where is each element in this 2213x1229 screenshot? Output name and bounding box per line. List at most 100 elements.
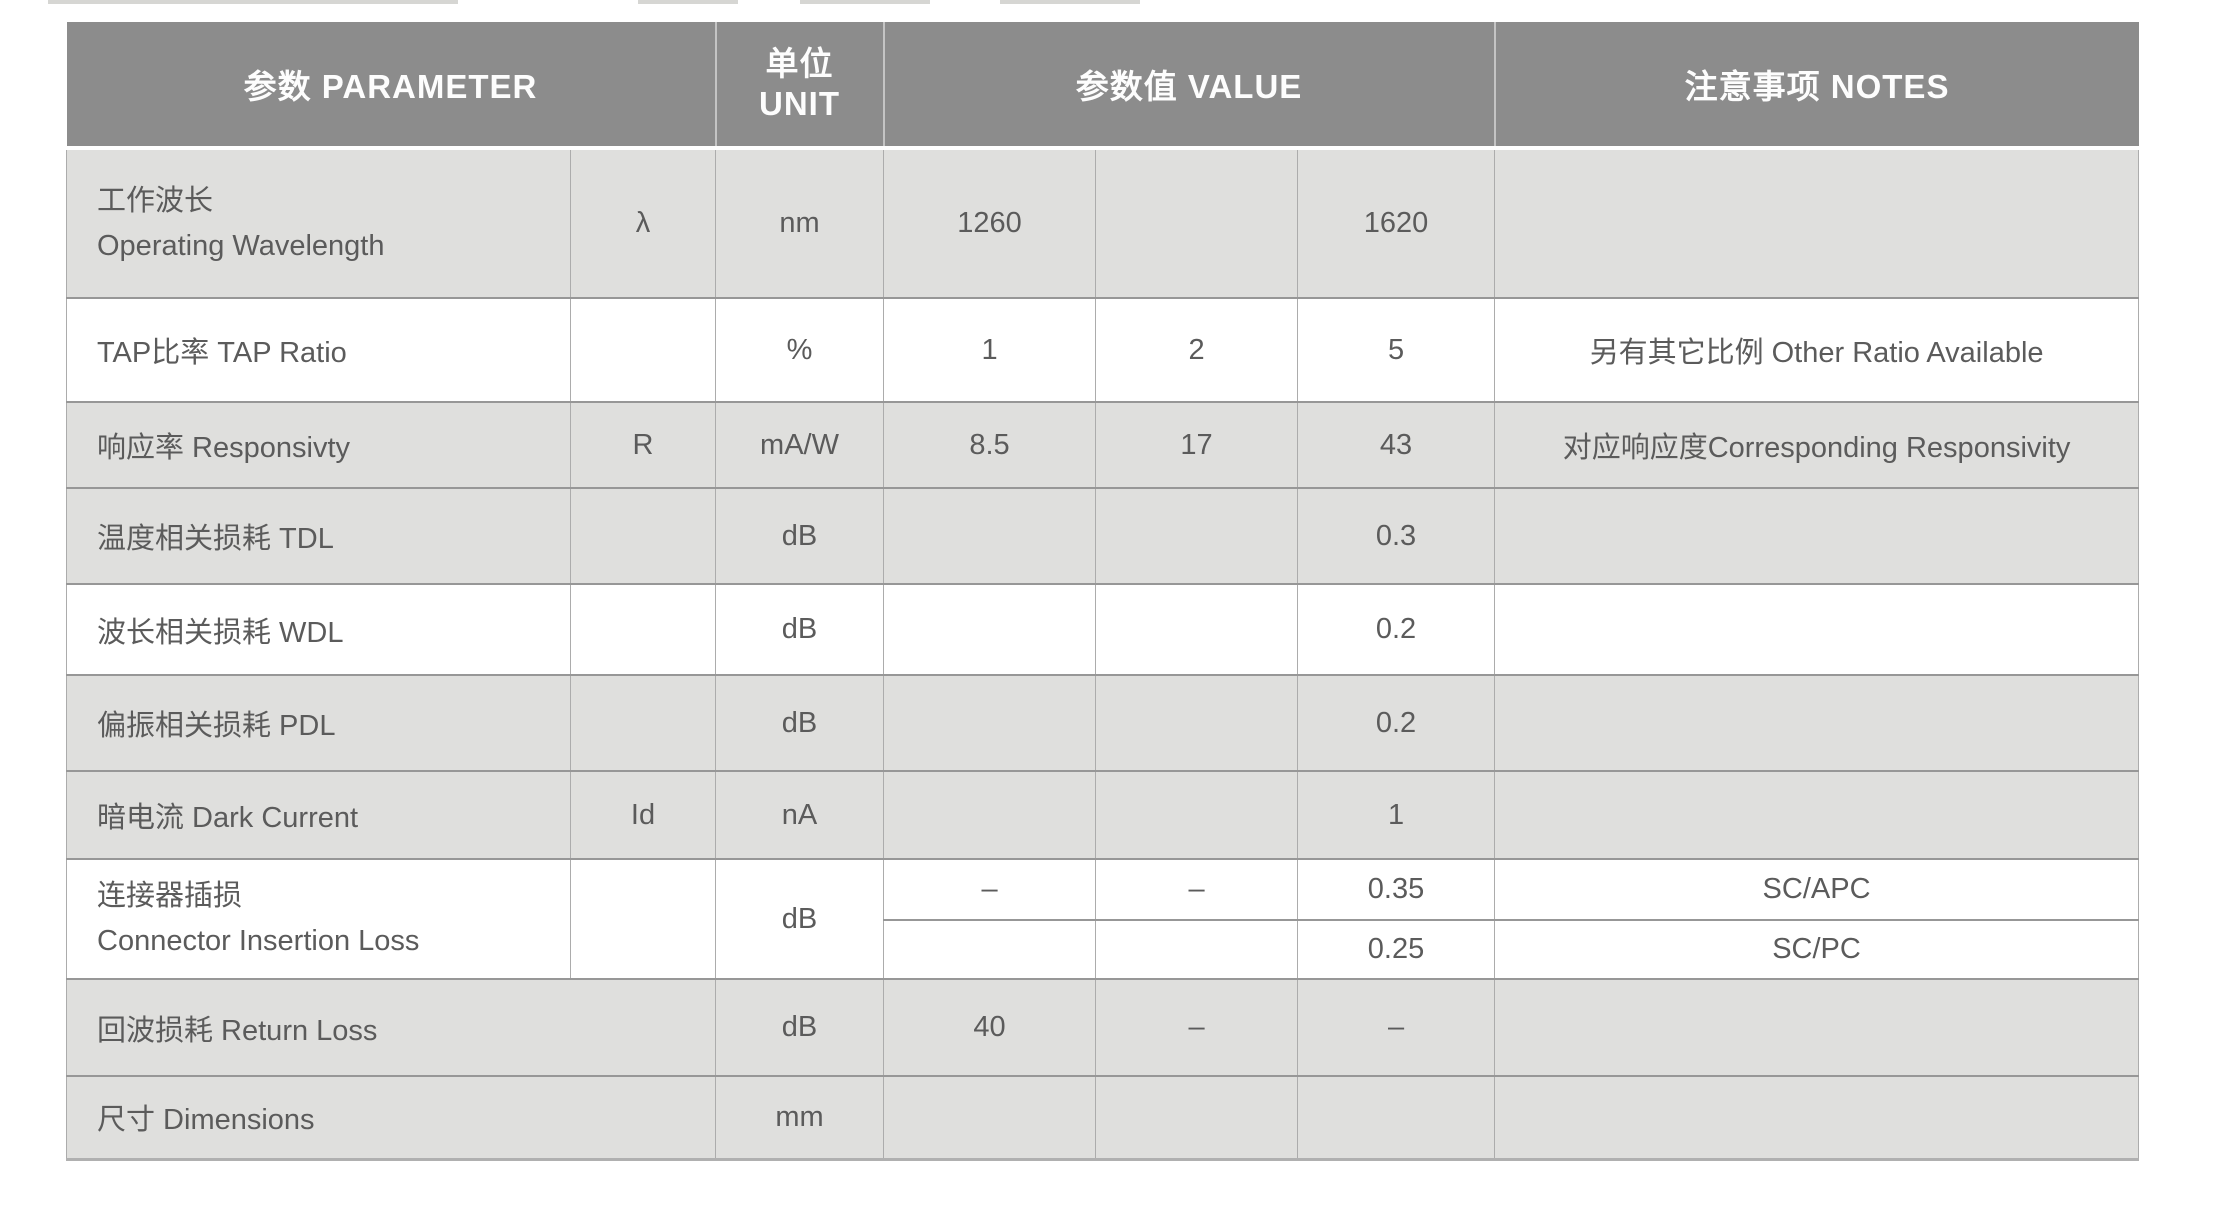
- param-operating-wavelength: 工作波长 Operating Wavelength: [66, 147, 571, 299]
- header-notes: 注意事项 NOTES: [1493, 22, 2139, 150]
- notes-cell: SC/PC: [1494, 919, 2140, 980]
- value-cell-3: 5: [1297, 297, 1496, 403]
- value-cell-2: [1095, 770, 1299, 860]
- row-tdl: 温度相关损耗 TDL dB 0.3: [66, 487, 2140, 585]
- notes-cell: 另有其它比例 Other Ratio Available: [1494, 297, 2140, 403]
- value-cell-3: [1297, 1075, 1496, 1161]
- cropped-content-artifact: [800, 0, 930, 4]
- param-wdl: 波长相关损耗 WDL: [66, 583, 571, 676]
- value-cell-3: 1: [1297, 770, 1496, 860]
- value-cell-3: 0.2: [1297, 674, 1496, 772]
- value-cell-3: 43: [1297, 401, 1496, 489]
- param-dark-current: 暗电流 Dark Current: [66, 770, 571, 860]
- cropped-content-artifact: [48, 0, 458, 4]
- notes-cell: [1494, 147, 2140, 299]
- row-dimensions: 尺寸 Dimensions mm: [65, 1075, 2140, 1161]
- symbol-cell: [569, 583, 717, 676]
- param-connector-insertion-loss: 连接器插损 Connector Insertion Loss: [66, 858, 571, 980]
- unit-cell: %: [715, 297, 885, 403]
- unit-cell: nA: [715, 770, 885, 860]
- header-parameter: 参数 PARAMETER: [66, 22, 716, 150]
- value-cell-2: [1095, 919, 1299, 980]
- value-cell-2: [1095, 674, 1299, 772]
- symbol-cell: [569, 487, 717, 585]
- param-label-zh: 连接器插损: [97, 880, 243, 913]
- row-dark-current: 暗电流 Dark Current Id nA 1: [66, 770, 2140, 860]
- value-cell-3: 0.35: [1297, 858, 1496, 921]
- cropped-content-artifact: [638, 0, 738, 4]
- value-cell-3: 0.25: [1297, 919, 1496, 980]
- symbol-cell: [569, 858, 717, 980]
- value-cell-3: 0.2: [1297, 583, 1496, 676]
- param-tdl: 温度相关损耗 TDL: [66, 487, 571, 585]
- row-responsivity: 响应率 Responsivty R mA/W 8.5 17 43 对应响应度Co…: [66, 401, 2140, 489]
- param-label-zh: 工作波长: [97, 184, 214, 217]
- value-cell-1: [883, 770, 1097, 860]
- value-cell-3: 0.3: [1297, 487, 1496, 585]
- unit-cell: dB: [715, 583, 885, 676]
- notes-cell: [1494, 583, 2140, 676]
- unit-cell: nm: [715, 147, 885, 299]
- spec-table: 参数 PARAMETER 单位 UNIT 参数值 VALUE 注意事项 NOTE…: [65, 22, 2140, 1161]
- symbol-cell: Id: [569, 770, 717, 860]
- header-unit-en: UNIT: [759, 85, 841, 122]
- notes-cell: [1494, 770, 2140, 860]
- value-cell-2: [1095, 1075, 1299, 1161]
- value-cell-2: –: [1095, 978, 1299, 1077]
- row-return-loss: 回波损耗 Return Loss dB 40 – –: [65, 978, 2140, 1077]
- value-cell-3: 1620: [1297, 147, 1496, 299]
- value-cell-2: 17: [1095, 401, 1299, 489]
- value-cell-1: [883, 487, 1097, 585]
- value-cell-1: –: [883, 858, 1097, 921]
- notes-cell: [1494, 1075, 2140, 1161]
- value-cell-1: 1: [883, 297, 1097, 403]
- symbol-cell: R: [569, 401, 717, 489]
- unit-cell: dB: [715, 858, 885, 980]
- row-connector-insertion-loss-sub: 0.25 SC/PC: [67, 919, 2140, 980]
- value-cell-1: 1260: [883, 147, 1097, 299]
- unit-cell: mA/W: [715, 401, 885, 489]
- notes-cell: SC/APC: [1494, 858, 2140, 921]
- param-return-loss: 回波损耗 Return Loss: [65, 978, 717, 1077]
- symbol-cell: λ: [569, 147, 717, 299]
- symbol-cell: [569, 297, 717, 403]
- value-cell-3: –: [1297, 978, 1496, 1077]
- row-pdl: 偏振相关损耗 PDL dB 0.2: [66, 674, 2140, 772]
- row-wdl: 波长相关损耗 WDL dB 0.2: [66, 583, 2140, 676]
- param-pdl: 偏振相关损耗 PDL: [66, 674, 571, 772]
- value-cell-1: [883, 583, 1097, 676]
- value-cell-2: [1095, 487, 1299, 585]
- notes-cell: [1494, 674, 2140, 772]
- row-connector-insertion-loss: 连接器插损 Connector Insertion Loss dB – – 0.…: [66, 858, 2140, 980]
- table-header-row: 参数 PARAMETER 单位 UNIT 参数值 VALUE 注意事项 NOTE…: [66, 22, 2139, 150]
- symbol-cell: [569, 674, 717, 772]
- value-cell-2: 2: [1095, 297, 1299, 403]
- param-label-en: Operating Wavelength: [97, 229, 385, 262]
- value-cell-1: [883, 674, 1097, 772]
- header-unit: 单位 UNIT: [714, 22, 884, 150]
- value-cell-2: [1095, 147, 1299, 299]
- value-cell-1: [883, 1075, 1097, 1161]
- unit-cell: dB: [715, 978, 885, 1077]
- value-cell-1: 40: [883, 978, 1097, 1077]
- header-value: 参数值 VALUE: [882, 22, 1495, 150]
- param-dimensions: 尺寸 Dimensions: [65, 1075, 717, 1161]
- notes-cell: 对应响应度Corresponding Responsivity: [1494, 401, 2140, 489]
- value-cell-2: –: [1095, 858, 1299, 921]
- param-responsivity: 响应率 Responsivty: [66, 401, 571, 489]
- header-unit-zh: 单位: [765, 44, 834, 82]
- value-cell-1: 8.5: [883, 401, 1097, 489]
- unit-cell: dB: [715, 674, 885, 772]
- row-tap-ratio: TAP比率 TAP Ratio % 1 2 5 另有其它比例 Other Rat…: [66, 297, 2140, 403]
- notes-cell: [1494, 978, 2140, 1077]
- unit-cell: mm: [715, 1075, 885, 1161]
- param-label-en: Connector Insertion Loss: [97, 925, 420, 957]
- notes-cell: [1494, 487, 2140, 585]
- unit-cell: dB: [715, 487, 885, 585]
- cropped-content-artifact: [1000, 0, 1140, 4]
- row-operating-wavelength: 工作波长 Operating Wavelength λ nm 1260 1620: [66, 147, 2140, 299]
- value-cell-2: [1095, 583, 1299, 676]
- value-cell-1: [883, 919, 1097, 980]
- param-tap-ratio: TAP比率 TAP Ratio: [66, 297, 571, 403]
